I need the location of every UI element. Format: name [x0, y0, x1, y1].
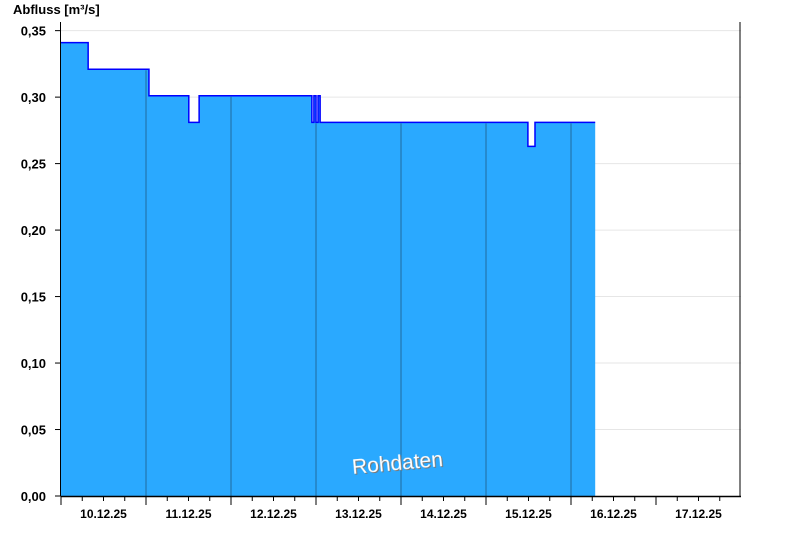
series-line — [61, 41, 596, 148]
y-tick-label: 0,20 — [21, 223, 46, 238]
y-tick-label: 0,15 — [21, 290, 46, 305]
y-tick-label: 0,25 — [21, 157, 46, 172]
x-tick-label: 13.12.25 — [335, 507, 382, 521]
y-tick-label: 0,30 — [21, 90, 46, 105]
y-tick-label: 0,35 — [21, 24, 46, 39]
x-tick-label: 15.12.25 — [505, 507, 552, 521]
y-tick-label: 0,00 — [21, 489, 46, 504]
area-fill — [61, 42, 596, 496]
y-axis-label: Abfluss [m³/s] — [13, 2, 100, 17]
x-tick-label: 16.12.25 — [590, 507, 637, 521]
y-tick-label: 0,10 — [21, 356, 46, 371]
x-tick-label: 17.12.25 — [675, 507, 722, 521]
x-tick-label: 12.12.25 — [250, 507, 297, 521]
y-tick-label: 0,05 — [21, 423, 46, 438]
x-tick-label: 11.12.25 — [165, 507, 211, 521]
x-tick-label: 14.12.25 — [420, 507, 467, 521]
x-tick-label: 10.12.25 — [80, 507, 127, 521]
